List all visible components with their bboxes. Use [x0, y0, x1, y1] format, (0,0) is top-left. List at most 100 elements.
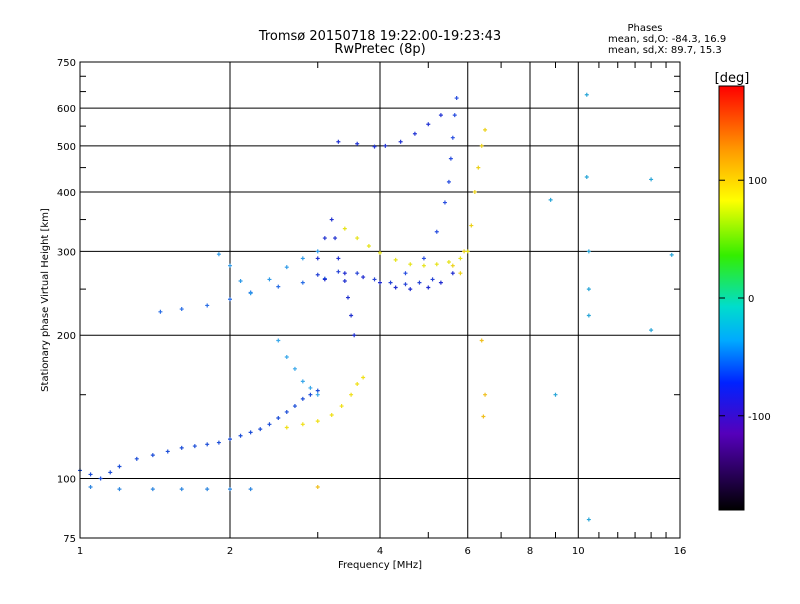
echo-point	[476, 165, 481, 170]
echo-point	[276, 284, 281, 289]
echo-point	[248, 430, 253, 435]
echo-point	[333, 236, 338, 241]
echo-point	[361, 275, 366, 280]
x-tick-label: 6	[465, 546, 471, 557]
x-tick-label: 8	[527, 546, 533, 557]
echo-point	[586, 517, 591, 522]
x-tick-label: 16	[674, 546, 687, 557]
echo-point	[388, 280, 393, 285]
echo-point	[349, 392, 354, 397]
echo-point	[228, 263, 232, 268]
echo-trace-11	[342, 226, 470, 268]
echo-point	[158, 309, 163, 314]
echo-point	[669, 252, 674, 257]
echo-point	[315, 388, 320, 393]
echo-point	[450, 263, 455, 268]
echo-point	[267, 277, 272, 282]
echo-point	[292, 366, 297, 371]
echo-point	[150, 487, 155, 492]
echo-point	[452, 113, 457, 118]
echo-point	[448, 156, 453, 161]
x-axis-label: Frequency [MHz]	[338, 560, 422, 571]
echo-point	[454, 96, 459, 101]
echo-point	[216, 252, 221, 257]
echo-point	[446, 179, 451, 184]
echo-point	[383, 143, 388, 148]
echo-point	[548, 197, 553, 202]
echo-point	[315, 484, 320, 489]
echo-point	[205, 442, 210, 447]
echo-point	[179, 445, 184, 450]
y-tick-label: 750	[57, 58, 76, 69]
echo-point	[446, 260, 451, 265]
echo-point	[300, 422, 305, 427]
echo-point	[134, 456, 139, 461]
echo-point	[393, 285, 398, 290]
echo-point	[238, 279, 243, 284]
echo-point	[300, 256, 305, 261]
y-tick-label: 400	[57, 188, 76, 199]
echo-point	[228, 487, 232, 492]
echo-point	[462, 249, 467, 254]
echo-point	[238, 433, 243, 438]
echo-point	[442, 200, 447, 205]
echo-point	[352, 333, 357, 338]
colorbar-label: [deg]	[715, 71, 750, 86]
echo-point	[430, 277, 435, 282]
echo-point	[417, 280, 422, 285]
echo-trace-12	[450, 127, 488, 276]
echo-point	[469, 223, 474, 228]
echo-point	[458, 256, 463, 261]
echo-point	[117, 487, 122, 492]
echo-point	[361, 375, 366, 380]
echo-trace-13	[284, 375, 366, 430]
echo-trace-15	[315, 338, 488, 489]
echo-point	[339, 404, 344, 409]
colorbar-tick-label: 0	[748, 294, 754, 305]
echo-trace-10	[403, 96, 459, 276]
echo-point	[248, 487, 253, 492]
echo-point	[150, 453, 155, 458]
echo-trace-3	[158, 276, 327, 314]
grid-lines	[80, 62, 680, 538]
echo-point	[412, 131, 417, 136]
echo-point	[450, 271, 455, 276]
y-tick-label: 500	[57, 142, 76, 153]
y-tick-label: 200	[57, 331, 76, 342]
stats-title: Phases	[627, 23, 662, 34]
echo-point	[292, 404, 297, 409]
echo-point	[308, 385, 313, 390]
echo-point	[322, 236, 327, 241]
echo-point	[108, 470, 113, 475]
echo-point	[179, 307, 184, 312]
echo-point	[584, 174, 589, 179]
echo-point	[342, 279, 347, 284]
echo-point	[479, 143, 484, 148]
echo-point	[378, 280, 382, 285]
colorbar-tick-label: 100	[748, 176, 767, 187]
echo-point	[342, 226, 347, 231]
echo-point	[393, 257, 398, 262]
echo-point	[349, 313, 354, 318]
y-tick-label: 75	[63, 534, 76, 545]
echo-point	[434, 229, 439, 234]
echo-trace-7	[322, 271, 455, 292]
echo-point	[553, 392, 558, 397]
echo-point	[228, 437, 232, 442]
echo-point	[276, 338, 281, 343]
echo-point	[403, 282, 408, 287]
chart-title: Tromsø 20150718 19:22:00-19:23:43	[258, 29, 501, 44]
echo-point	[276, 416, 281, 421]
echo-point	[465, 249, 470, 254]
echo-point	[267, 422, 272, 427]
echo-point	[300, 379, 305, 384]
colorbar-ticks: 100 0 -100	[719, 176, 771, 423]
y-axis-label: Stationary phase Virtual Height [km]	[40, 208, 51, 392]
echo-point	[98, 476, 103, 481]
echo-point	[300, 280, 305, 285]
echo-point	[216, 440, 221, 445]
echo-point	[315, 419, 320, 424]
plot-frame	[79, 61, 681, 539]
echo-point	[586, 249, 591, 254]
